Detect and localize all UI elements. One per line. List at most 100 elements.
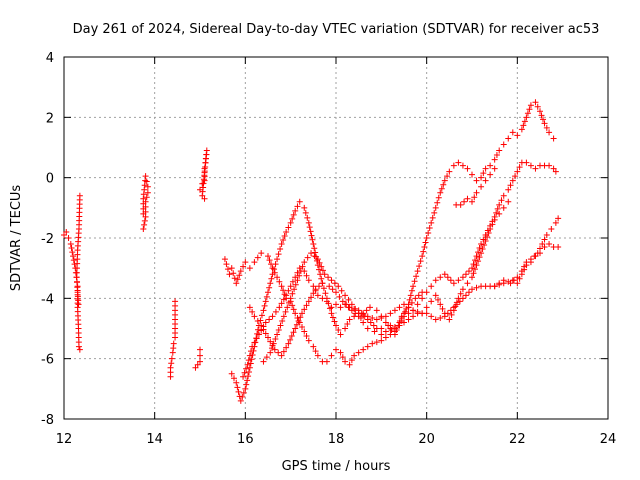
data-point	[277, 246, 284, 253]
data-point	[335, 283, 342, 290]
data-point	[281, 232, 288, 239]
data-point	[289, 278, 296, 285]
data-point	[268, 275, 275, 282]
data-point	[236, 272, 243, 279]
data-point	[197, 346, 203, 353]
data-point	[459, 274, 466, 281]
data-point	[168, 360, 175, 367]
data-point	[521, 118, 528, 125]
data-point	[469, 286, 475, 293]
data-point	[167, 364, 174, 371]
data-point	[290, 306, 297, 313]
data-point	[223, 261, 230, 268]
data-point	[333, 346, 339, 353]
data-point	[237, 268, 244, 275]
series-track-b	[240, 99, 557, 380]
data-point	[305, 277, 312, 284]
data-point	[306, 224, 313, 231]
data-point	[360, 346, 367, 353]
data-point	[68, 245, 75, 252]
data-point	[251, 259, 258, 266]
data-point	[355, 310, 362, 317]
data-point	[520, 122, 527, 129]
data-point	[272, 308, 279, 315]
data-point	[333, 289, 339, 296]
data-point	[509, 129, 516, 136]
data-point	[237, 397, 244, 404]
data-point	[267, 338, 274, 345]
data-point	[233, 379, 240, 386]
data-point	[67, 241, 74, 248]
data-point	[325, 300, 332, 307]
x-tick-label: 16	[237, 432, 254, 447]
data-point	[487, 225, 494, 232]
data-point	[527, 256, 534, 263]
data-point	[265, 334, 271, 341]
data-point	[464, 165, 471, 172]
data-point	[234, 276, 241, 283]
data-point	[473, 253, 480, 260]
data-point	[441, 271, 448, 278]
data-point	[246, 265, 253, 272]
x-tick-label: 12	[56, 432, 73, 447]
data-point	[260, 326, 267, 333]
data-point	[267, 349, 274, 356]
data-point	[476, 254, 483, 261]
data-point	[329, 314, 336, 321]
data-point	[310, 290, 317, 297]
data-point	[266, 316, 273, 323]
data-point	[555, 244, 562, 251]
data-point	[261, 302, 268, 309]
data-point	[448, 311, 455, 318]
data-point	[285, 224, 292, 231]
data-point	[465, 289, 472, 296]
y-tick-label: -2	[41, 232, 54, 247]
data-point	[75, 343, 82, 350]
data-point	[493, 152, 500, 159]
data-point	[285, 340, 292, 347]
data-point	[543, 231, 550, 238]
data-point	[437, 189, 444, 196]
data-point	[280, 287, 287, 294]
data-point	[446, 168, 453, 175]
series-track-f	[491, 215, 562, 290]
data-point	[320, 285, 327, 292]
y-tick-label: 0	[46, 172, 54, 187]
data-point	[478, 174, 485, 181]
data-point	[370, 322, 377, 329]
data-point	[283, 292, 290, 299]
data-point	[245, 357, 252, 364]
data-point	[73, 274, 80, 281]
data-point	[419, 289, 426, 296]
y-axis-label: SDTVAR / TECUs	[9, 185, 24, 292]
data-point	[518, 126, 525, 133]
data-point	[462, 292, 469, 299]
data-point	[269, 271, 276, 278]
data-point	[541, 120, 548, 127]
data-point	[69, 249, 76, 256]
data-point	[253, 335, 260, 342]
data-point	[496, 201, 503, 208]
y-tick-label: -8	[41, 413, 54, 428]
data-point	[140, 195, 147, 202]
data-point	[235, 388, 242, 395]
data-point	[348, 357, 355, 364]
data-point	[453, 301, 460, 308]
data-point	[338, 287, 345, 294]
data-point	[246, 304, 253, 311]
data-point	[440, 181, 447, 188]
y-tick-label: -6	[41, 353, 54, 368]
data-point	[455, 159, 462, 166]
data-point	[311, 253, 318, 260]
data-point	[301, 204, 308, 211]
data-point	[546, 129, 553, 136]
data-point	[378, 331, 385, 338]
data-point	[268, 345, 275, 352]
data-point	[310, 343, 317, 350]
data-point	[319, 280, 326, 287]
data-point	[301, 328, 308, 335]
data-point	[479, 246, 486, 253]
data-point	[246, 352, 253, 359]
data-point	[243, 365, 250, 372]
data-point	[197, 358, 203, 365]
